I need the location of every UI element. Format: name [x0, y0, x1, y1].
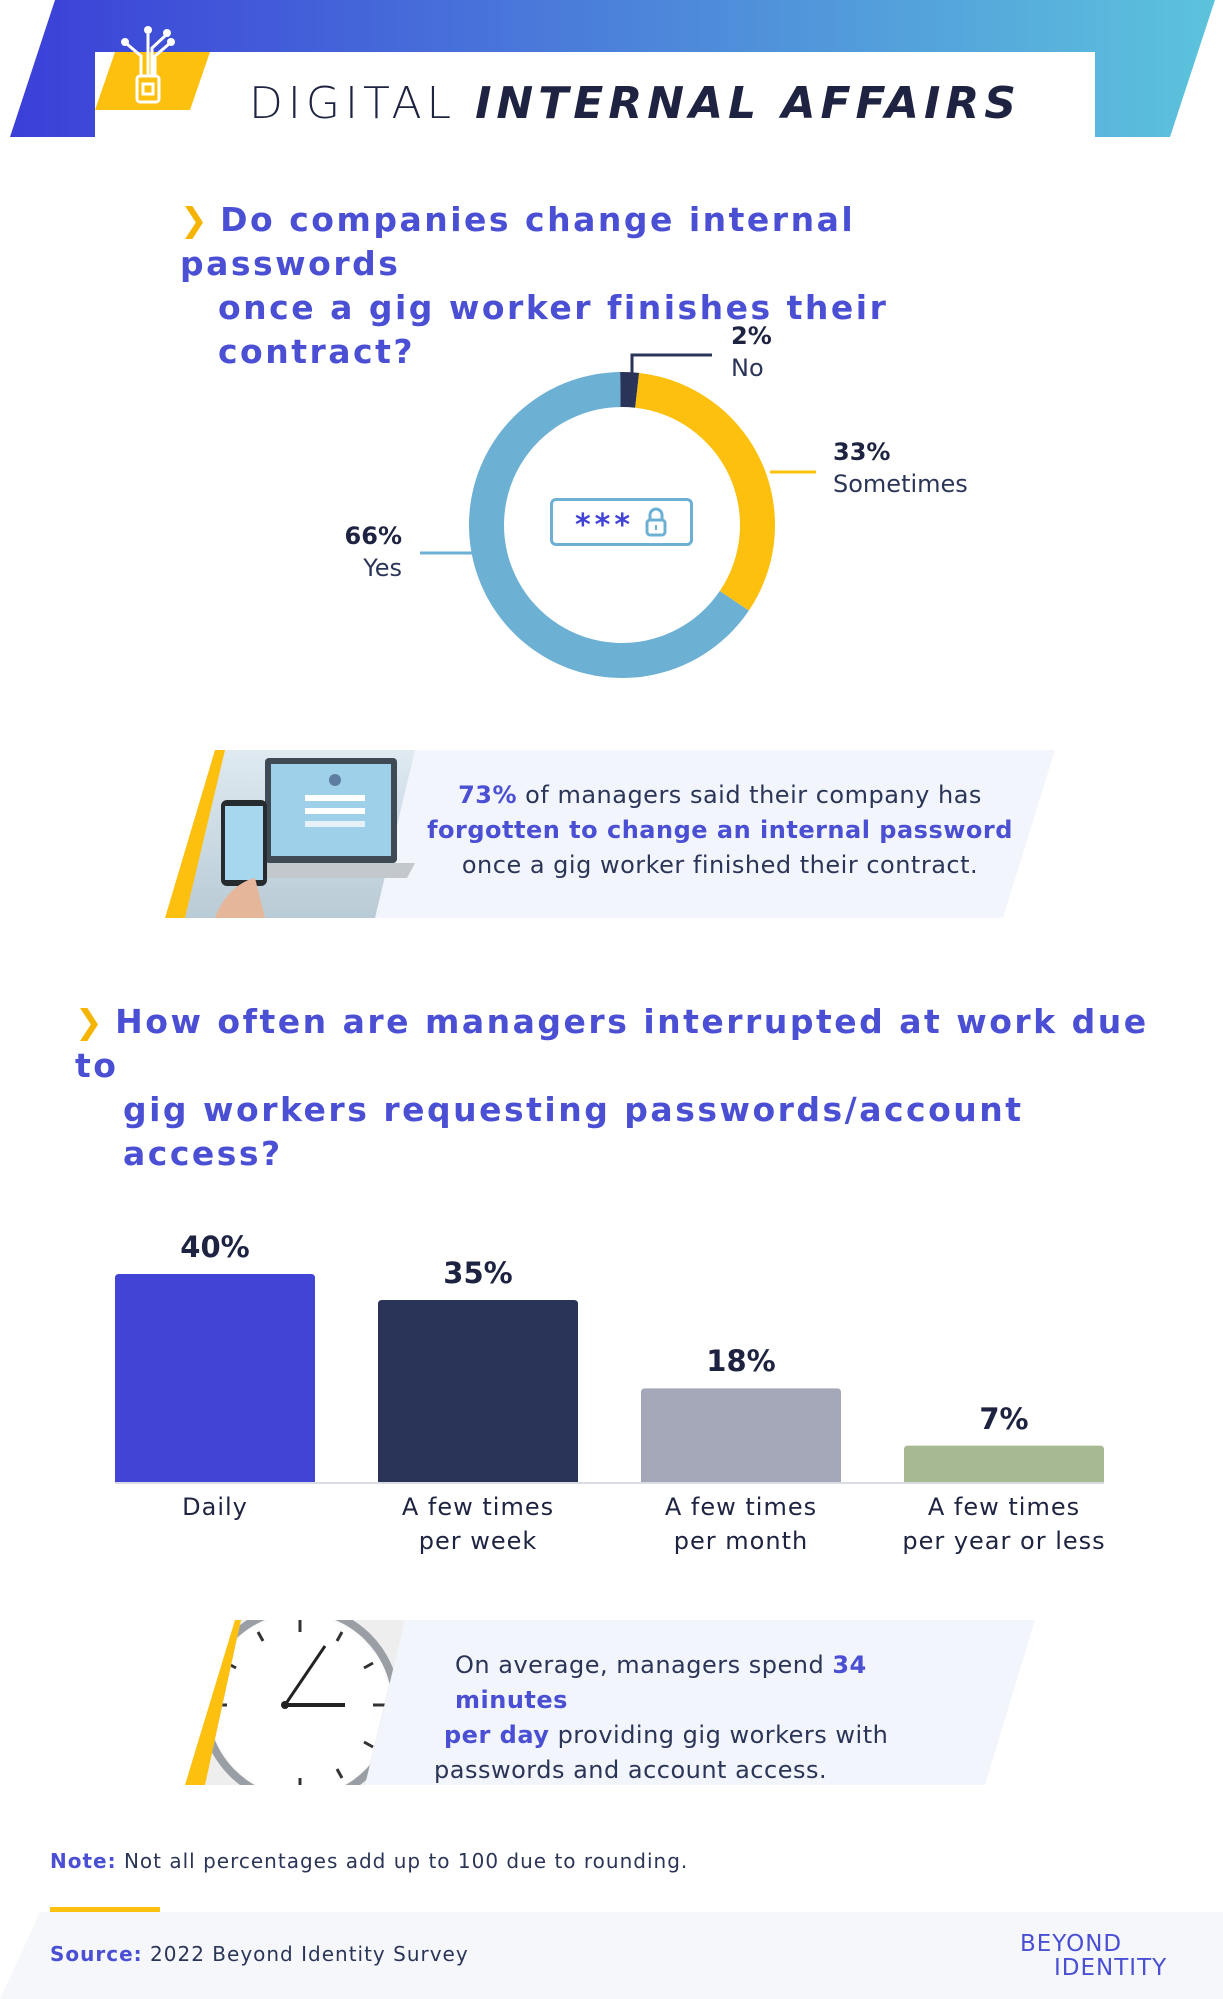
bar-1: [378, 1300, 578, 1482]
bar-0: [115, 1274, 315, 1482]
leader-line-no: [630, 353, 712, 376]
beyond-identity-logo: BEYOND IDENTITY: [1020, 1932, 1167, 1980]
footer-background: [0, 1912, 1223, 1999]
logo-line2: IDENTITY: [1054, 1955, 1168, 1981]
question-1: ❯ Do companies change internal passwords …: [180, 198, 1080, 374]
question-2-line2: gig workers requesting passwords/account…: [123, 1090, 1024, 1173]
bar-2: [641, 1388, 841, 1482]
question-1-line1: Do companies change internal passwords: [180, 200, 856, 283]
bar-value-label: 7%: [979, 1401, 1029, 1436]
callout-1-text-b: once a gig worker finished their contrac…: [461, 851, 979, 879]
callout-2-highlight-b: per day: [444, 1721, 550, 1749]
donut-label-yes: 66% Yes: [330, 522, 402, 582]
bar-value-label: 18%: [706, 1344, 776, 1379]
bar-category-label: A few times per week: [401, 1493, 555, 1555]
callout-1-highlight: forgotten to change an internal password: [427, 816, 1013, 844]
clock-illustration: [205, 1620, 405, 1785]
source: Source: 2022 Beyond Identity Survey: [50, 1942, 469, 1966]
source-text: 2022 Beyond Identity Survey: [150, 1942, 469, 1966]
callout-1-stat: 73%: [458, 781, 518, 809]
lock-icon: [645, 507, 667, 537]
footnote-text: Not all percentages add up to 100 due to…: [123, 1849, 689, 1873]
bar-chart: [115, 1274, 1104, 1484]
donut-label-sometimes-value: 33%: [833, 438, 891, 466]
page-title-light: DIGITAL: [249, 78, 457, 129]
donut-label-no-text: No: [731, 354, 764, 382]
header-title-panel: [95, 52, 1095, 137]
donut-label-yes-value: 66%: [344, 522, 402, 550]
bar-value-label: 40%: [180, 1230, 250, 1264]
callout-2-text: On average, managers spend 34 minutes pe…: [420, 1648, 980, 1788]
callout-1-text: 73% of managers said their company has f…: [420, 778, 1020, 883]
donut-label-sometimes-text: Sometimes: [833, 470, 968, 498]
question-1-line2: once a gig worker finishes their contrac…: [218, 288, 889, 371]
password-field-icon: ***: [550, 498, 693, 546]
callout-2-text-a: On average, managers spend: [455, 1651, 833, 1679]
callout-2-text-c: passwords and account access.: [434, 1756, 828, 1784]
donut-label-sometimes: 33% Sometimes: [833, 438, 968, 498]
chevron-right-icon: ❯: [180, 200, 211, 239]
donut-slice-no: [620, 372, 640, 408]
circuit-chip-icon: [95, 26, 210, 110]
bar-category-label: A few times per month: [664, 1493, 818, 1555]
callout-2-highlight-a: 34 minutes: [455, 1651, 867, 1714]
bar-value-label: 35%: [443, 1256, 513, 1290]
bar-category-label: Daily: [182, 1493, 248, 1521]
callout-2-text-b: providing gig workers with: [549, 1721, 889, 1749]
donut-label-no-value: 2%: [731, 322, 772, 350]
donut-label-yes-text: Yes: [363, 554, 402, 582]
page-title: DIGITAL INTERNAL AFFAIRS: [120, 78, 1150, 129]
bar-3: [904, 1445, 1104, 1482]
laptop-phone-illustration: [185, 750, 415, 918]
donut-chart: [420, 353, 816, 678]
footnote-label: Note:: [50, 1849, 117, 1873]
bar-category-label: A few times per year or less: [902, 1493, 1106, 1555]
source-label: Source:: [50, 1942, 143, 1966]
footnote: Note: Not all percentages add up to 100 …: [50, 1849, 688, 1873]
callout-1-text-a: of managers said their company has: [517, 781, 982, 809]
donut-slice-sometimes: [635, 372, 775, 611]
page-title-bold: INTERNAL AFFAIRS: [475, 78, 1021, 129]
donut-label-no: 2% No: [731, 322, 772, 382]
password-mask: ***: [574, 508, 635, 543]
footer-divider: [50, 1907, 160, 1912]
question-2: ❯ How often are managers interrupted at w…: [75, 1000, 1195, 1176]
chevron-right-icon: ❯: [75, 1002, 106, 1041]
logo-line1: BEYOND: [1020, 1931, 1123, 1957]
question-2-line1: How often are managers interrupted at wo…: [75, 1002, 1149, 1085]
